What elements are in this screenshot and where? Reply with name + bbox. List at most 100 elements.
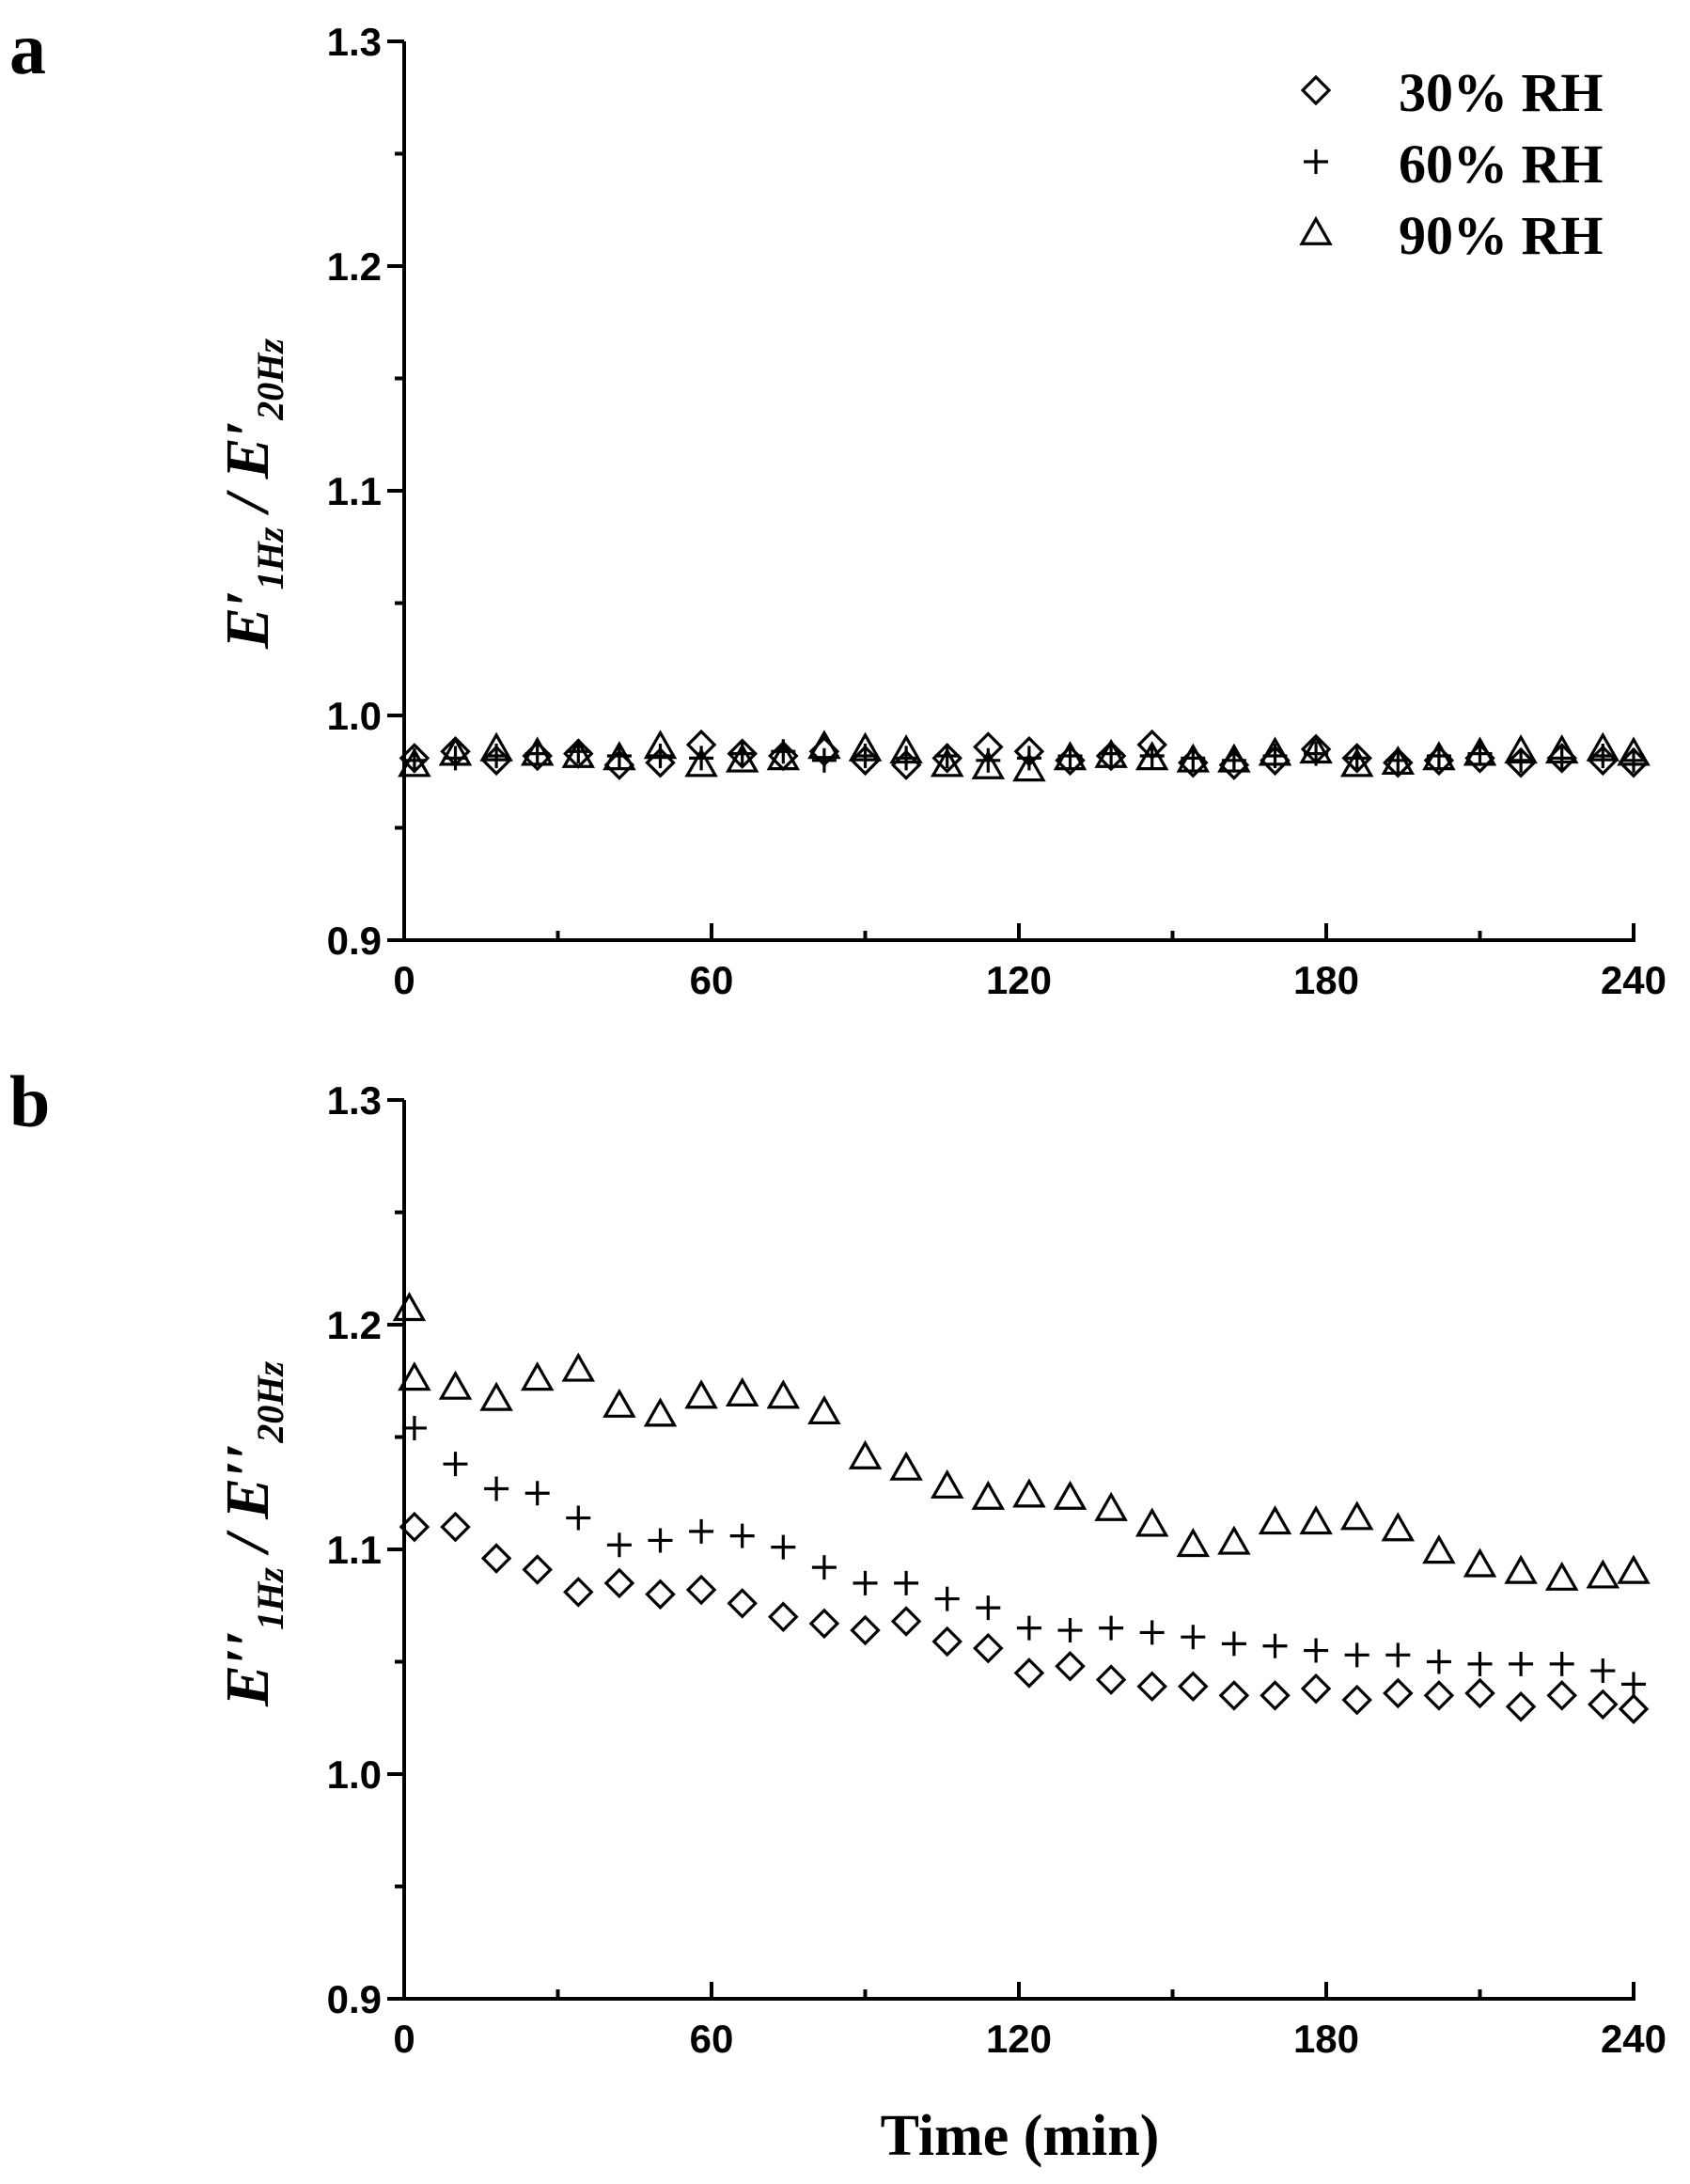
data-point-30rh: [1013, 1658, 1045, 1689]
data-point-60rh: [1590, 1658, 1616, 1684]
data-point-90rh: [1422, 741, 1456, 771]
data-point-90rh: [602, 741, 636, 771]
data-point-90rh: [1176, 1527, 1211, 1558]
data-point-90rh: [1299, 1505, 1333, 1535]
data-point-90rh: [1053, 1480, 1088, 1510]
data-point-90rh: [971, 749, 1006, 779]
data-point-90rh: [807, 1394, 841, 1425]
panel-b-tick-labels: 0 60 120 180 240 0.9 1.0 1.1 1.2 1.3: [327, 1078, 1667, 2061]
data-point-90rh: [1339, 747, 1374, 778]
data-point-60rh: [1621, 747, 1646, 773]
data-point-30rh: [931, 1626, 962, 1658]
data-point-30rh: [522, 740, 553, 772]
legend-marker-60rh: [1304, 149, 1328, 174]
data-point-90rh: [1617, 1554, 1651, 1584]
x-tick-label: 120: [986, 958, 1052, 1002]
data-point-90rh: [1381, 745, 1416, 776]
data-point-90rh: [930, 747, 964, 778]
data-point-90rh: [1012, 1478, 1046, 1508]
data-point-90rh: [1586, 1559, 1620, 1589]
data-point-90rh: [643, 730, 678, 760]
data-point-90rh: [1504, 734, 1538, 764]
panel-a-ticks: [387, 39, 1635, 942]
data-point-30rh: [1095, 740, 1127, 772]
data-point-60rh: [606, 744, 632, 769]
data-point-90rh: [1053, 741, 1088, 771]
y-tick-label: 1.1: [327, 1528, 382, 1572]
data-point-60rh: [566, 1505, 591, 1531]
panel-b-data-marks: [392, 1292, 1651, 1724]
data-point-30rh: [480, 1543, 512, 1574]
data-point-60rh: [1509, 1651, 1534, 1676]
data-point-60rh: [1304, 1638, 1329, 1663]
data-point-30rh: [440, 1511, 471, 1543]
data-point-60rh: [976, 1595, 1001, 1621]
data-point-90rh: [725, 1376, 759, 1406]
legend-label-30: 30% RH: [1399, 62, 1604, 123]
data-point-30rh: [685, 1574, 717, 1606]
data-point-30rh: [1218, 1680, 1250, 1711]
panel-b-x-axis-title: Time (min): [881, 2104, 1160, 2168]
y-tick-label: 1.0: [327, 694, 382, 738]
y-tick-label: 0.9: [327, 919, 382, 963]
x-tick-label: 60: [690, 2017, 734, 2061]
data-point-60rh: [894, 746, 919, 771]
data-point-90rh: [684, 1379, 718, 1409]
data-point-60rh: [934, 744, 960, 769]
data-point-90rh: [520, 1361, 555, 1391]
data-point-90rh: [392, 1292, 427, 1322]
data-point-90rh: [438, 1370, 473, 1400]
data-point-30rh: [768, 1601, 799, 1632]
data-point-60rh: [648, 744, 673, 769]
legend-marker-90rh: [1299, 215, 1333, 245]
x-tick-label: 60: [690, 958, 734, 1002]
data-point-90rh: [1258, 1505, 1292, 1535]
data-point-90rh: [1094, 1491, 1128, 1521]
data-point-60rh: [1590, 744, 1616, 769]
data-point-90rh: [1134, 1507, 1169, 1537]
data-point-90rh: [1504, 1554, 1538, 1584]
data-point-60rh: [689, 1518, 714, 1544]
data-point-90rh: [561, 738, 596, 768]
data-point-30rh: [1383, 746, 1414, 778]
data-point-90rh: [1176, 743, 1211, 773]
data-point-90rh: [889, 734, 923, 764]
legend-markers: [1299, 74, 1333, 245]
data-point-60rh: [1549, 746, 1574, 771]
data-point-60rh: [484, 744, 509, 769]
panel-a-y-axis-title: E′1Hz / E′20Hz: [213, 338, 291, 650]
data-point-60rh: [1221, 1631, 1246, 1657]
panel-b-ticks: [387, 1098, 1635, 2001]
data-point-30rh: [1178, 1671, 1209, 1703]
data-point-30rh: [1095, 1664, 1127, 1695]
data-point-60rh: [894, 1570, 919, 1595]
data-point-60rh: [443, 1452, 468, 1477]
data-point-90rh: [807, 730, 841, 760]
legend-label-60: 60% RH: [1399, 134, 1604, 195]
data-point-90rh: [479, 731, 513, 762]
data-point-90rh: [1422, 1534, 1456, 1564]
y-tick-label: 1.2: [327, 1303, 382, 1347]
data-point-30rh: [1505, 746, 1537, 778]
data-point-30rh: [1618, 746, 1650, 778]
data-point-90rh: [398, 1361, 431, 1391]
data-point-90rh: [725, 743, 759, 773]
panel-a: a 0 60 120 180 240 0.9 1.0 1.1 1.2 1.3 E′1Hz / E′…: [9, 8, 1667, 1002]
data-point-60rh: [934, 1586, 960, 1611]
data-point-90rh: [1381, 1512, 1416, 1542]
y-tick-label: 1.2: [327, 244, 382, 289]
data-point-60rh: [1181, 1625, 1206, 1650]
data-point-60rh: [1426, 1649, 1451, 1674]
data-point-60rh: [811, 747, 837, 773]
y-tick-label: 1.1: [327, 469, 382, 513]
data-point-60rh: [853, 1570, 878, 1595]
data-point-90rh: [1258, 736, 1292, 766]
data-point-90rh: [1134, 741, 1169, 771]
data-point-90rh: [1617, 736, 1651, 766]
y-tick-label: 1.3: [327, 20, 382, 64]
data-point-30rh: [1423, 1680, 1455, 1711]
x-tick-label: 180: [1293, 958, 1359, 1002]
data-point-90rh: [971, 1480, 1006, 1510]
data-point-30rh: [727, 1588, 758, 1619]
